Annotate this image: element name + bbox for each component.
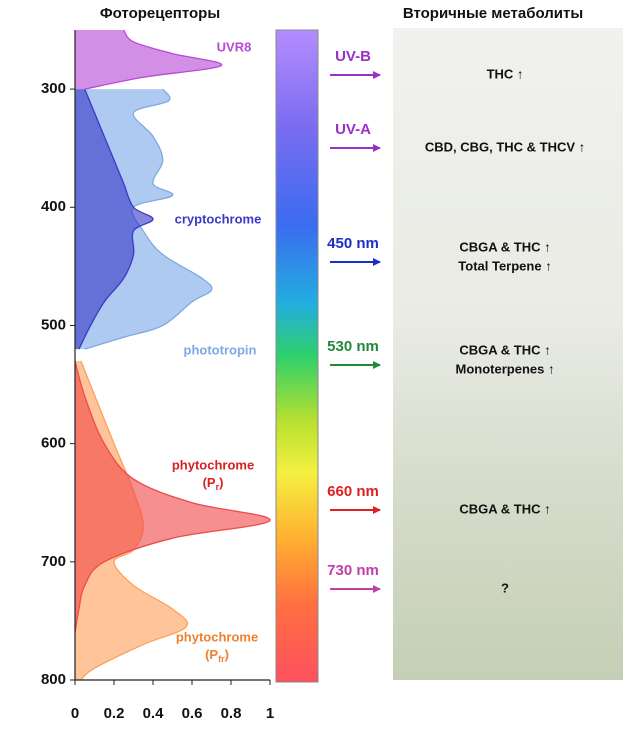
metabolite-effect: Monoterpenes ↑ (456, 361, 555, 376)
metabolite-effect: THC ↑ (487, 66, 524, 81)
label-part: ) (219, 475, 223, 490)
band-label: UV-B (335, 48, 371, 65)
x-tick-label: 0 (71, 705, 79, 722)
plot: phototropin cryptochrome UVR8 phytochrome (P… (41, 29, 274, 722)
x-tick-label: 0.2 (104, 705, 125, 722)
band-label: 450 nm (327, 235, 379, 252)
y-tick-label: 300 (41, 80, 66, 97)
y-tick-label: 500 (41, 316, 66, 333)
metabolite-effect: CBD, CBG, THC & THCV ↑ (425, 139, 585, 154)
band-label: 730 nm (327, 562, 379, 579)
band-label: 530 nm (327, 338, 379, 355)
spectrum-bar (275, 29, 319, 683)
area-outline (74, 360, 271, 633)
x-tick-label: 0.8 (221, 705, 242, 722)
area-fill (75, 89, 153, 350)
label-part: ) (225, 647, 229, 662)
series-label: phototropin (184, 342, 257, 357)
band-label: UV-A (335, 121, 371, 138)
label-subscript: fr (218, 654, 225, 664)
y-tick-label: 400 (41, 198, 66, 215)
x-tick-label: 0.6 (182, 705, 203, 722)
arrow-head (373, 506, 381, 514)
y-tick-label: 600 (41, 435, 66, 452)
arrow-head (373, 71, 381, 79)
metabolite-effect: Total Terpene ↑ (458, 258, 551, 273)
y-tick-label: 700 (41, 553, 66, 570)
series-label: UVR8 (217, 39, 252, 54)
series-label: cryptochrome (175, 211, 262, 226)
series-label: phytochrome (172, 457, 254, 472)
x-tick-label: 1 (266, 705, 274, 722)
arrow-head (373, 585, 381, 593)
band-label: 660 nm (327, 483, 379, 500)
area-outline (78, 88, 154, 350)
metabolite-effect: CBGA & THC ↑ (459, 342, 550, 357)
label-part: (P (203, 475, 216, 490)
x-tick-label: 0.4 (143, 705, 165, 722)
metabolites-title: Вторичные метаболиты (403, 5, 583, 22)
arrow-head (373, 258, 381, 266)
area-fill (75, 30, 222, 90)
bands: UV-B THC ↑ UV-A CBD, CBG, THC & THCV ↑ 450 n… (327, 48, 585, 595)
metabolite-effect: CBGA & THC ↑ (459, 501, 550, 516)
label-part: (P (205, 647, 218, 662)
area-outline (84, 29, 222, 90)
label-subscript: r (216, 482, 220, 492)
metabolite-effect: CBGA & THC ↑ (459, 239, 550, 254)
metabolite-effect: ? (501, 580, 509, 595)
photo-background (393, 28, 623, 680)
series-label: (Pfr) (205, 647, 229, 664)
arrow-head (373, 361, 381, 369)
chart-title: Фоторецепторы (100, 5, 220, 22)
y-tick-label: 800 (41, 671, 66, 688)
series-label: phytochrome (176, 629, 258, 644)
series-label: (Pr) (203, 475, 224, 492)
arrow-head (373, 144, 381, 152)
